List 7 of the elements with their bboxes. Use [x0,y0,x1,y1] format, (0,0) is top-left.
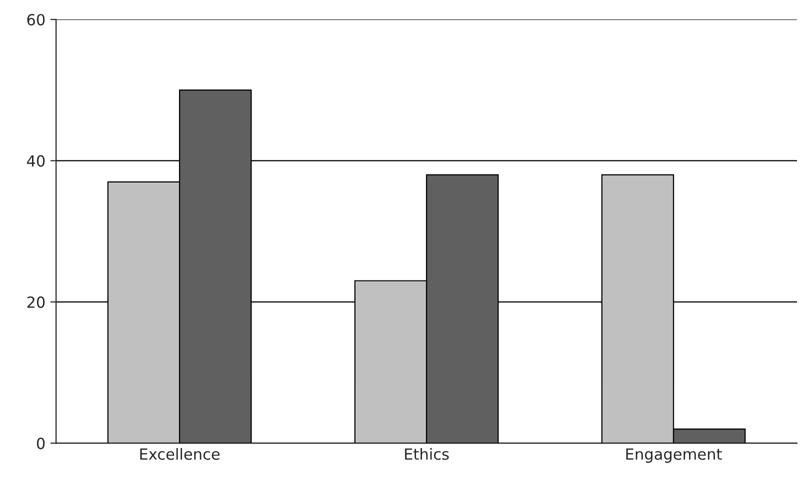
y-tick-label: 0 [36,438,45,450]
y-tick-label: 20 [27,296,45,308]
x-tick-label: Engagement [626,448,722,463]
x-tick-label: Ethics [405,448,449,460]
x-tick-label: Excellence [140,448,220,460]
y-tick-label: 60 [27,14,45,26]
y-tick-label: 40 [26,155,45,167]
